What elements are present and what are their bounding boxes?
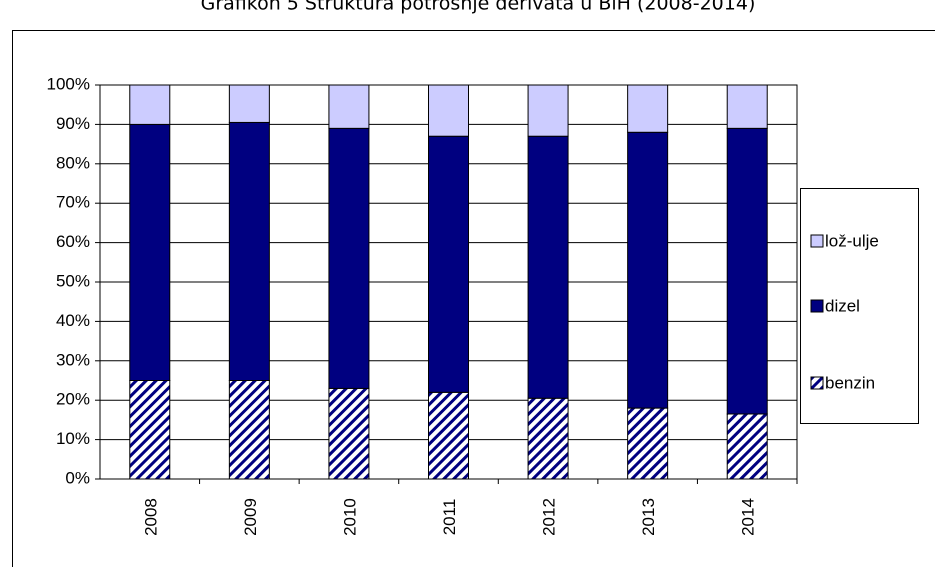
legend-label: benzin [825,373,875,392]
x-tick-label: 2011 [440,499,459,536]
bar-segment [129,84,171,125]
bar-segment [527,84,569,137]
y-tick-label: 30% [56,350,90,369]
bar-segment [627,131,669,409]
bar-segment [228,121,270,382]
x-tick-label: 2008 [141,498,160,536]
bar-segment [328,387,370,480]
legend-swatch [810,376,824,390]
bar-segment [428,84,469,137]
bar-segment [328,84,370,129]
bar-segment [129,123,171,382]
y-tick-label: 90% [56,114,90,133]
legend-swatch [810,234,824,248]
x-tick-label: 2014 [739,498,758,536]
bar-segment [726,413,768,480]
bar-segment [527,135,569,399]
bar-segment [627,84,669,133]
bar-segment [428,135,469,393]
bar-segment [627,407,669,480]
y-tick-label: 80% [56,153,90,172]
chart-frame [12,30,935,567]
bar-segment [726,127,768,415]
chart-title: Grafikon 5 Struktura potrošnje derivata … [201,0,756,15]
bar-segment [129,380,171,480]
y-tick-label: 60% [56,232,90,251]
bar-segment [228,380,270,480]
bar-segment [328,127,370,389]
bar-segment [428,391,469,480]
y-tick-label: 70% [56,193,90,212]
bar-segment [726,84,768,129]
x-tick-label: 2010 [340,498,359,536]
y-tick-label: 10% [56,429,90,448]
legend-label: lož-ulje [825,231,879,250]
bar-segment [527,397,569,480]
x-tick-label: 2013 [639,498,658,536]
y-tick-label: 50% [56,271,90,290]
bar-segment [228,84,270,123]
x-tick-label: 2009 [241,498,260,536]
y-tick-label: 20% [56,390,90,409]
legend-swatch [810,299,824,313]
legend-label: dizel [825,296,860,315]
y-tick-label: 40% [56,311,90,330]
y-tick-label: 0% [65,468,90,487]
x-tick-label: 2012 [540,498,559,536]
legend: benzin dizel lož-ulje [800,188,919,424]
y-tick-label: 100% [47,74,90,93]
